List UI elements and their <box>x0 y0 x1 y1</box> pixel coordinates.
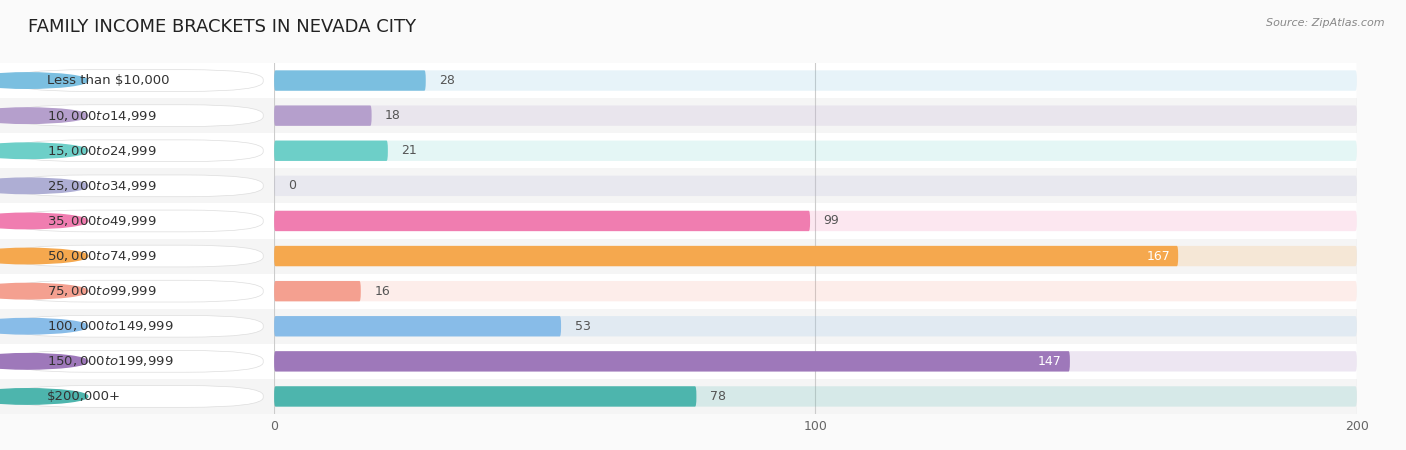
Bar <box>0 238 274 274</box>
Bar <box>0 344 274 379</box>
Text: 53: 53 <box>575 320 591 333</box>
Bar <box>0 98 274 133</box>
FancyBboxPatch shape <box>274 281 1357 302</box>
Text: $100,000 to $149,999: $100,000 to $149,999 <box>46 319 173 333</box>
FancyBboxPatch shape <box>274 105 371 126</box>
Bar <box>274 274 1357 309</box>
Circle shape <box>0 108 87 123</box>
Text: 0: 0 <box>288 180 295 192</box>
Text: $50,000 to $74,999: $50,000 to $74,999 <box>46 249 156 263</box>
Bar <box>0 379 274 414</box>
FancyBboxPatch shape <box>274 351 1070 372</box>
Bar <box>274 203 1357 238</box>
Text: FAMILY INCOME BRACKETS IN NEVADA CITY: FAMILY INCOME BRACKETS IN NEVADA CITY <box>28 18 416 36</box>
FancyBboxPatch shape <box>11 105 263 126</box>
Bar <box>274 238 1357 274</box>
FancyBboxPatch shape <box>274 140 1357 161</box>
FancyBboxPatch shape <box>11 315 263 337</box>
Circle shape <box>0 213 87 229</box>
Bar <box>0 203 274 238</box>
Bar <box>0 309 274 344</box>
Text: $75,000 to $99,999: $75,000 to $99,999 <box>46 284 156 298</box>
FancyBboxPatch shape <box>274 176 1357 196</box>
FancyBboxPatch shape <box>274 140 388 161</box>
FancyBboxPatch shape <box>274 246 1357 266</box>
Circle shape <box>0 389 87 404</box>
FancyBboxPatch shape <box>11 70 263 91</box>
Bar <box>274 309 1357 344</box>
Text: Less than $10,000: Less than $10,000 <box>46 74 169 87</box>
Text: 99: 99 <box>824 215 839 227</box>
Circle shape <box>0 178 87 194</box>
FancyBboxPatch shape <box>274 70 426 91</box>
Bar <box>274 98 1357 133</box>
FancyBboxPatch shape <box>11 140 263 162</box>
Circle shape <box>0 73 87 88</box>
Text: 28: 28 <box>439 74 456 87</box>
FancyBboxPatch shape <box>274 316 1357 337</box>
FancyBboxPatch shape <box>274 386 1357 407</box>
Text: $35,000 to $49,999: $35,000 to $49,999 <box>46 214 156 228</box>
Bar <box>0 63 274 98</box>
Text: $10,000 to $14,999: $10,000 to $14,999 <box>46 108 156 123</box>
Text: 21: 21 <box>401 144 418 157</box>
Circle shape <box>0 143 87 158</box>
FancyBboxPatch shape <box>274 351 1357 372</box>
Circle shape <box>0 354 87 369</box>
Text: $200,000+: $200,000+ <box>46 390 121 403</box>
FancyBboxPatch shape <box>11 351 263 372</box>
Text: 18: 18 <box>385 109 401 122</box>
FancyBboxPatch shape <box>11 210 263 232</box>
Bar <box>274 379 1357 414</box>
Text: 167: 167 <box>1146 250 1170 262</box>
FancyBboxPatch shape <box>274 211 810 231</box>
Bar <box>274 63 1357 98</box>
Circle shape <box>0 284 87 299</box>
Circle shape <box>0 248 87 264</box>
Text: $15,000 to $24,999: $15,000 to $24,999 <box>46 144 156 158</box>
Text: $150,000 to $199,999: $150,000 to $199,999 <box>46 354 173 369</box>
Bar <box>274 344 1357 379</box>
Circle shape <box>0 319 87 334</box>
Text: 16: 16 <box>374 285 389 297</box>
Bar <box>274 133 1357 168</box>
Text: 147: 147 <box>1038 355 1062 368</box>
FancyBboxPatch shape <box>274 281 361 302</box>
Bar <box>0 133 274 168</box>
FancyBboxPatch shape <box>274 386 696 407</box>
FancyBboxPatch shape <box>11 245 263 267</box>
FancyBboxPatch shape <box>274 316 561 337</box>
FancyBboxPatch shape <box>11 386 263 407</box>
FancyBboxPatch shape <box>274 211 1357 231</box>
Bar <box>274 168 1357 203</box>
Text: $25,000 to $34,999: $25,000 to $34,999 <box>46 179 156 193</box>
FancyBboxPatch shape <box>274 246 1178 266</box>
Bar <box>0 274 274 309</box>
Text: Source: ZipAtlas.com: Source: ZipAtlas.com <box>1267 18 1385 28</box>
Bar <box>0 168 274 203</box>
Text: 78: 78 <box>710 390 725 403</box>
FancyBboxPatch shape <box>274 70 1357 91</box>
FancyBboxPatch shape <box>11 280 263 302</box>
FancyBboxPatch shape <box>11 175 263 197</box>
FancyBboxPatch shape <box>274 105 1357 126</box>
